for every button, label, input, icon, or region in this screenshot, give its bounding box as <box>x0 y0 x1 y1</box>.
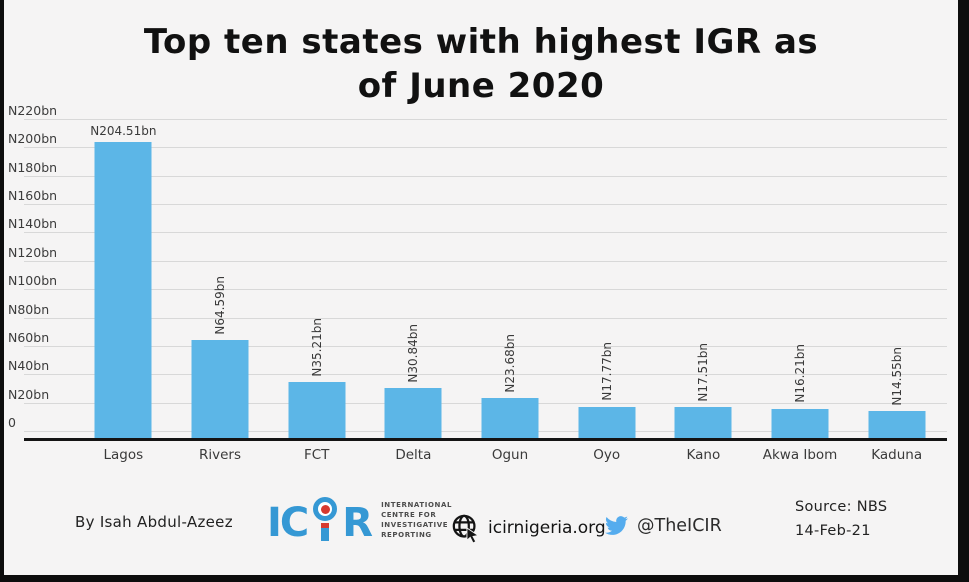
bar-slot: N64.59bn Rivers <box>172 114 269 463</box>
bar-slot: N30.84bn Delta <box>365 114 462 463</box>
bar-value-label: N23.68bn <box>503 333 518 393</box>
bar-slot: N17.77bn Oyo <box>558 114 655 463</box>
bar-value-label: N16.21bn <box>793 344 808 404</box>
bars-area: N204.51bn Lagos N64.59bn Rivers N35.21bn FCT N… <box>75 114 945 463</box>
bar-value-label: N204.51bn <box>90 123 157 138</box>
gridline <box>24 317 947 319</box>
gridline <box>24 175 947 177</box>
bar-value-label: N14.55bn <box>889 346 904 406</box>
gridline <box>24 345 947 347</box>
y-axis-tick-label: N140bn <box>8 216 58 232</box>
logo-caption-line: CENTRE FOR <box>381 511 437 519</box>
gridline <box>24 119 947 120</box>
bar-akwa-ibom <box>771 409 829 438</box>
x-axis-category-label: Kano <box>686 447 721 463</box>
bar-kaduna <box>868 411 926 438</box>
bar-slot: N204.51bn Lagos <box>75 114 172 463</box>
bar-oyo <box>578 406 636 438</box>
source-text: Source: NBS <box>795 499 888 515</box>
gridline <box>24 232 947 234</box>
y-axis-tick-label: N180bn <box>8 159 58 175</box>
byline: By Isah Abdul-Azeez <box>75 513 233 531</box>
bar-value-label: N35.21bn <box>309 317 324 377</box>
bar-value-label: N17.51bn <box>696 342 711 402</box>
bar-fct <box>288 382 346 438</box>
website-group: icirnigeria.org <box>451 513 606 543</box>
x-axis-category-label: Kaduna <box>871 447 923 463</box>
gridline <box>24 260 947 262</box>
logo-caption-line: INTERNATIONAL <box>381 501 453 509</box>
icir-logo-word: IC R <box>267 497 373 546</box>
twitter-bird-icon <box>605 516 628 535</box>
x-axis-category-label: Lagos <box>103 447 144 463</box>
y-axis-tick-label: 0 <box>8 415 16 430</box>
y-axis-tick-label: N80bn <box>8 301 50 317</box>
logo-caption-line: REPORTING <box>381 531 432 539</box>
website-url: icirnigeria.org <box>488 518 606 538</box>
x-axis-category-label: FCT <box>303 447 330 463</box>
bar-slot: N23.68bn Ogun <box>462 114 559 463</box>
x-axis-category-label: Rivers <box>198 447 242 463</box>
twitter-group: @TheICIR <box>603 514 722 537</box>
bar-kano <box>674 407 732 438</box>
bar-rivers <box>191 340 249 438</box>
bar-value-label: N64.59bn <box>213 275 227 335</box>
logo-red-globe <box>321 505 331 514</box>
bar-slot: N14.55bn Kaduna <box>848 114 945 463</box>
gridline <box>24 147 947 149</box>
globe-cursor-icon <box>452 514 480 543</box>
bar-delta <box>384 388 442 438</box>
icir-logo-caption: INTERNATIONAL CENTRE FOR INVESTIGATIVE R… <box>381 500 452 540</box>
y-axis-tick-label: N120bn <box>8 244 58 260</box>
bar-value-label: N30.84bn <box>406 323 421 383</box>
y-axis-tick-label: N160bn <box>8 188 58 204</box>
plot-area: N220bn N200bn N180bn N160bn N140bn N120bn N100… <box>8 103 947 463</box>
chart-title: Top ten states with highest IGR as of Ju… <box>143 22 819 106</box>
x-axis-category-label: Oyo <box>593 447 621 463</box>
y-axis-tick-label: N20bn <box>8 386 50 402</box>
bar-slot: N16.21bn Akwa Ibom <box>752 114 849 463</box>
bar-slot: N17.51bn Kano <box>655 114 752 463</box>
logo-ic-letters: IC <box>267 500 309 546</box>
source-date: 14-Feb-21 <box>795 523 871 539</box>
logo-r-letter: R <box>342 500 373 546</box>
logo-caption-line: INVESTIGATIVE <box>381 521 449 529</box>
bar-slot: N35.21bn FCT <box>268 114 365 463</box>
y-axis-tick-label: N100bn <box>8 273 58 289</box>
gridline <box>24 204 947 206</box>
logo-stem <box>321 523 330 541</box>
bar-ogun <box>481 398 539 438</box>
x-axis-category-label: Delta <box>395 447 432 463</box>
icir-logo: IC R INTERNATIONAL CENTRE FOR INVESTIGAT… <box>267 497 452 543</box>
bar-value-label: N17.77bn <box>599 342 614 401</box>
x-axis-line <box>24 438 947 441</box>
source-block: Source: NBS 14-Feb-21 <box>795 495 887 543</box>
y-axis-tick-label: N60bn <box>8 329 50 345</box>
gridline <box>24 289 947 291</box>
twitter-handle: @TheICIR <box>637 515 722 536</box>
gridline <box>24 374 947 376</box>
x-axis-category-label: Ogun <box>491 447 529 463</box>
logo-ring <box>313 497 338 521</box>
x-axis-category-label: Akwa Ibom <box>762 447 838 463</box>
bar-lagos <box>94 141 152 438</box>
y-axis-tick-label: N40bn <box>8 358 50 374</box>
y-axis-tick-label: N220bn <box>8 103 58 118</box>
footer: By Isah Abdul-Azeez IC R INTERNATIONAL C… <box>4 467 958 575</box>
logo-magnifier-i-icon <box>311 497 339 543</box>
y-axis-tick-label: N200bn <box>8 131 58 147</box>
